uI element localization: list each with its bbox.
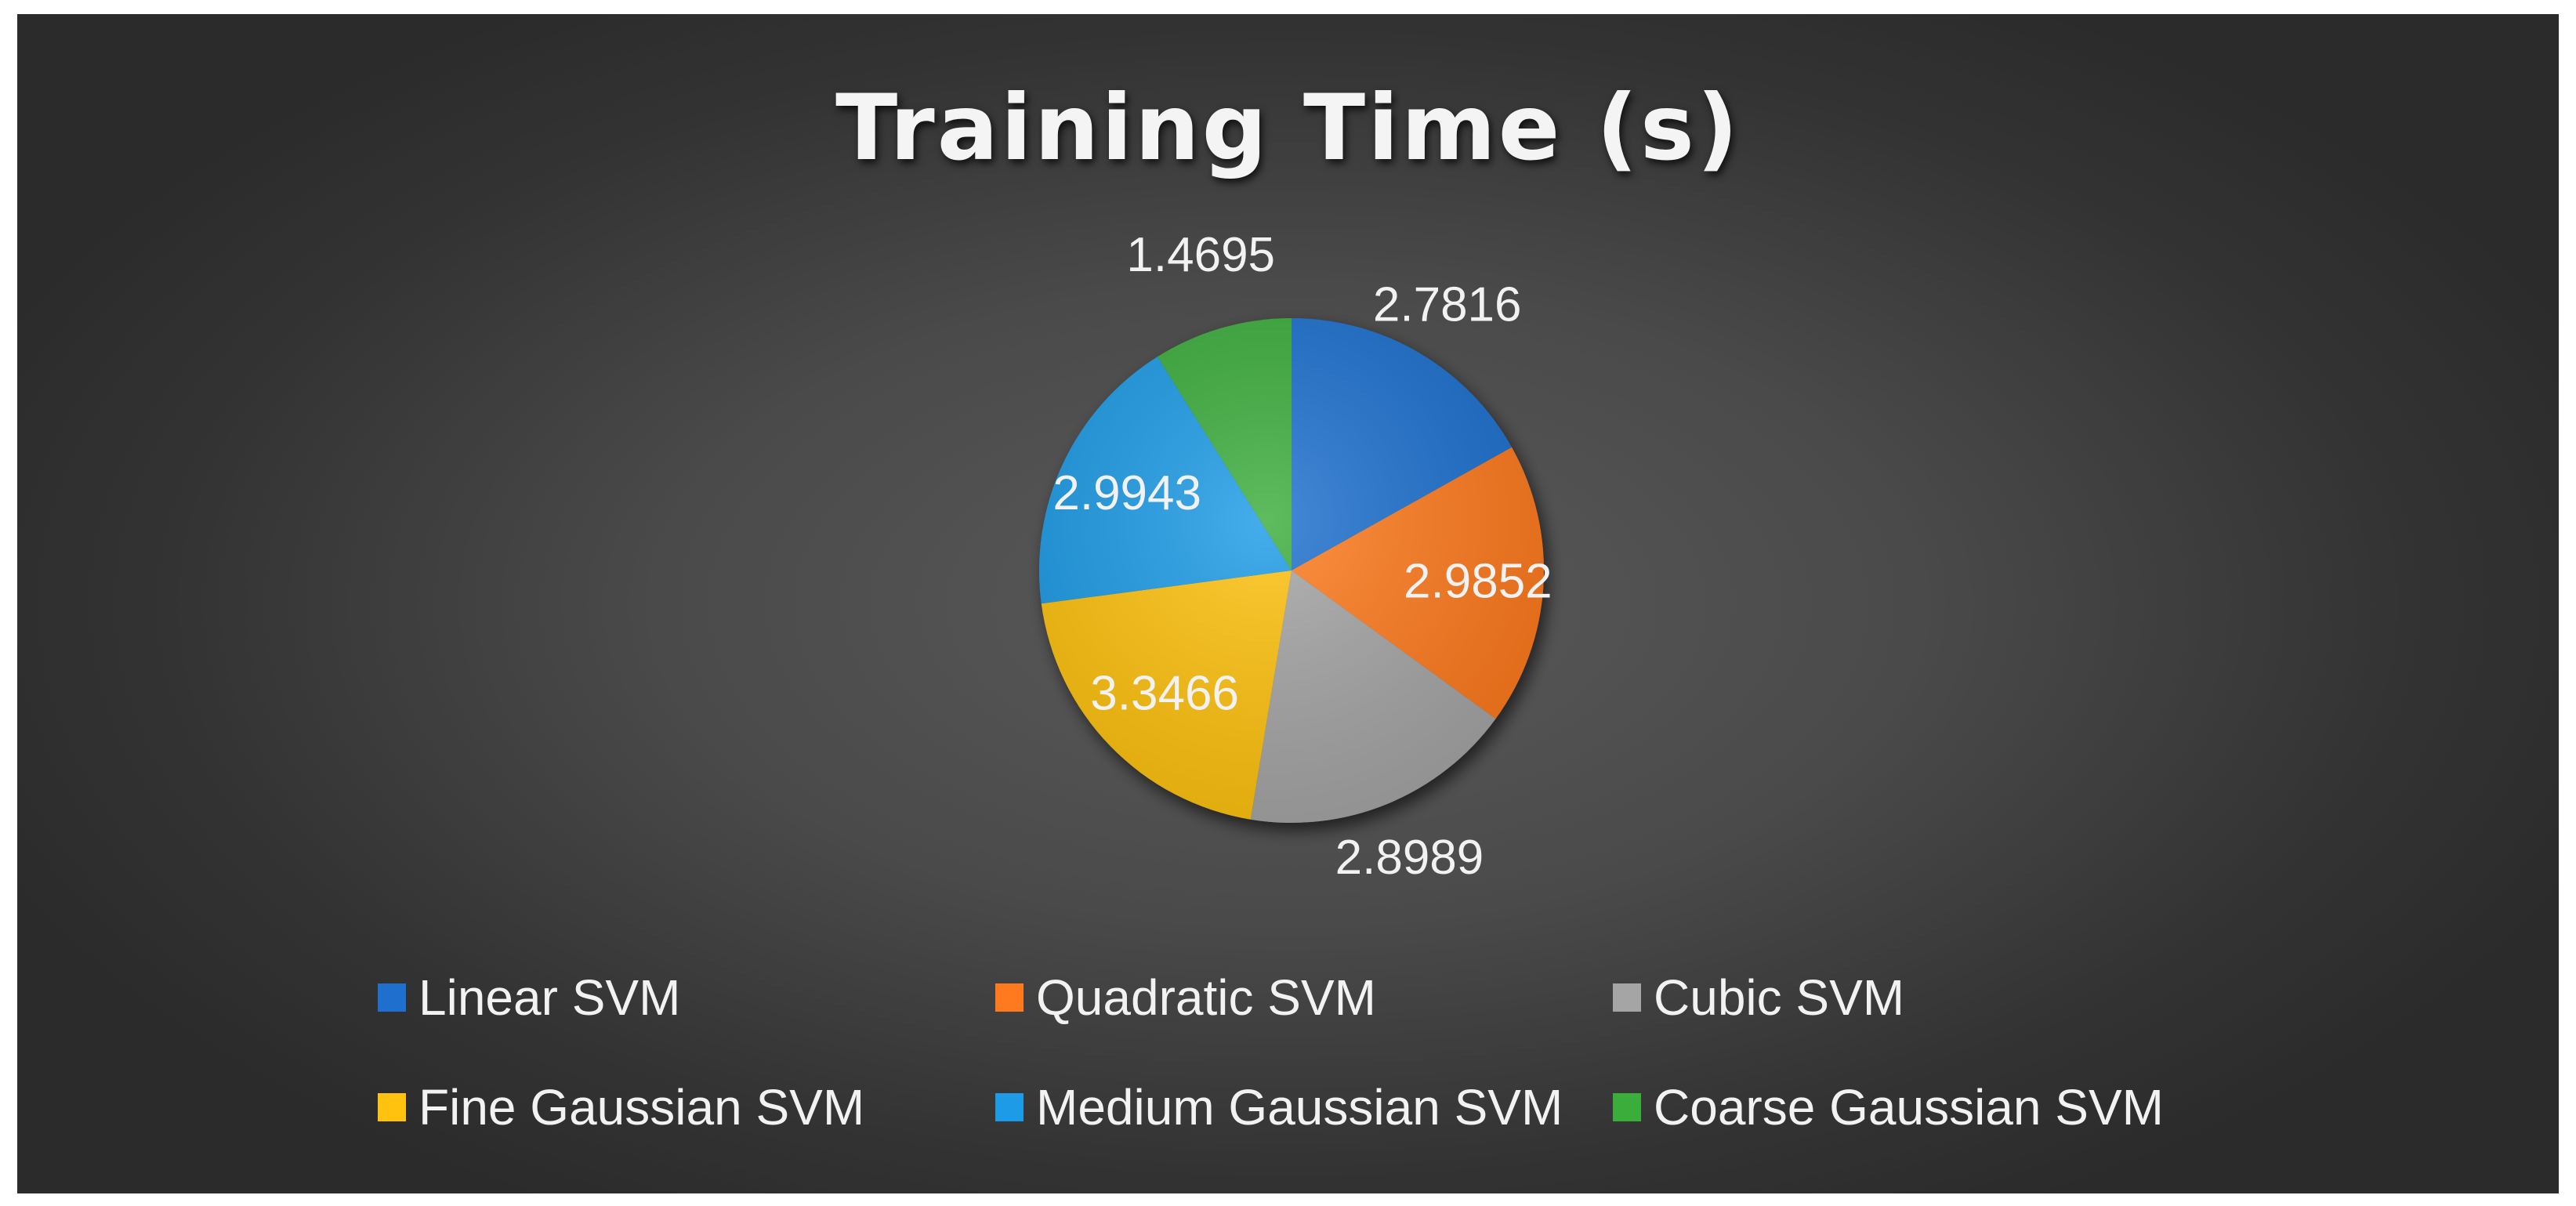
legend: Linear SVM Quadratic SVM Cubic SVM Fine Gau… [378,966,2259,1170]
legend-label: Medium Gaussian SVM [1036,1079,1563,1135]
chart-background: Training Time (s) 2.7816 2.9852 2.8989 3.34… [17,14,2559,1193]
legend-item-cubic-svm: Cubic SVM [1613,966,1904,1029]
legend-label: Linear SVM [418,969,681,1026]
data-label-fine-gaussian-svm: 3.3466 [1090,666,1239,720]
legend-label: Coarse Gaussian SVM [1654,1079,2164,1135]
data-label-linear-svm: 2.7816 [1373,278,1522,332]
chart-title: Training Time (s) [835,75,1741,181]
data-label-quadratic-svm: 2.9852 [1404,555,1552,609]
legend-swatch [995,1093,1024,1121]
legend-swatch [1613,983,1641,1012]
legend-item-linear-svm: Linear SVM [378,966,680,1029]
legend-label: Cubic SVM [1654,969,1905,1026]
data-label-cubic-svm: 2.8989 [1335,831,1484,885]
legend-label: Quadratic SVM [1036,969,1376,1026]
data-label-coarse-gaussian-svm: 1.4695 [1126,228,1275,282]
legend-item-coarse-gaussian-svm: Coarse Gaussian SVM [1613,1076,2164,1139]
legend-swatch [378,1093,406,1121]
data-label-medium-gaussian-svm: 2.9943 [1053,466,1201,520]
legend-swatch [1613,1093,1641,1121]
legend-label: Fine Gaussian SVM [418,1079,865,1135]
legend-item-fine-gaussian-svm: Fine Gaussian SVM [378,1076,864,1139]
legend-item-quadratic-svm: Quadratic SVM [995,966,1376,1029]
legend-swatch [995,983,1024,1012]
legend-swatch [378,983,406,1012]
legend-item-medium-gaussian-svm: Medium Gaussian SVM [995,1076,1563,1139]
